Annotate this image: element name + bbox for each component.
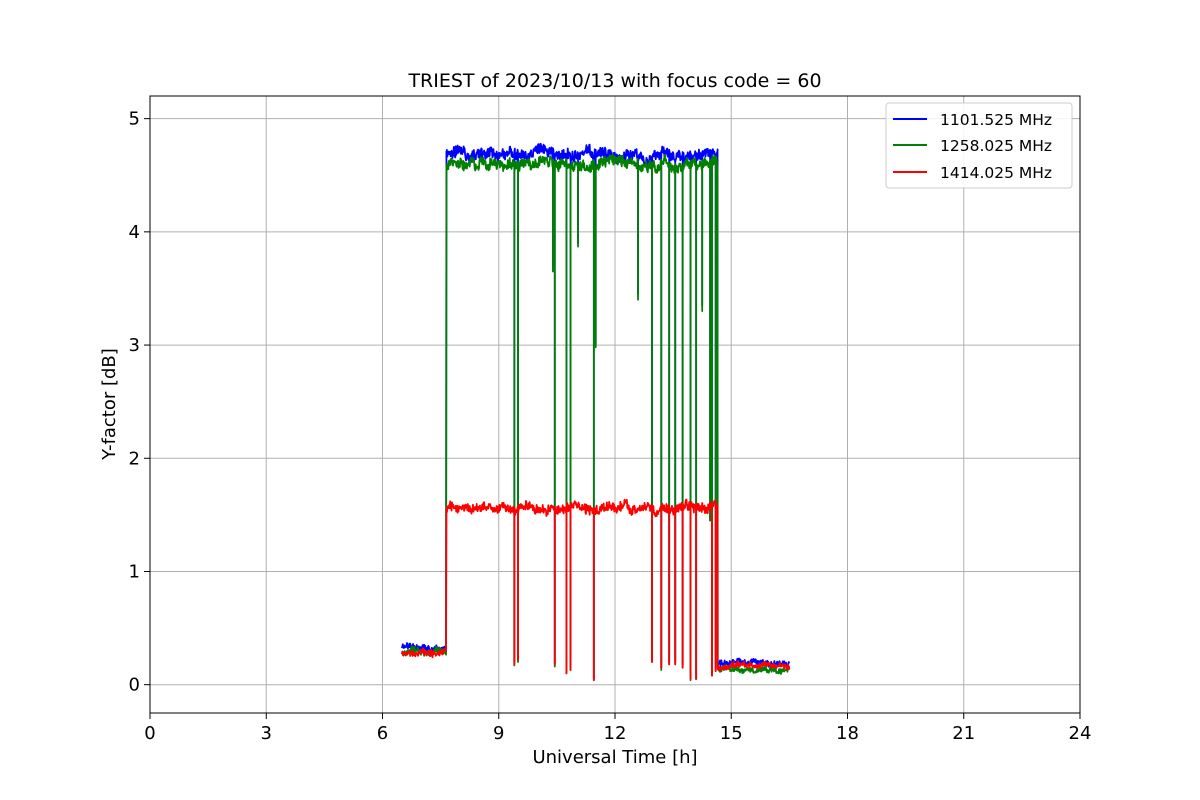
- y-tick-label: 0: [129, 675, 140, 696]
- x-tick-label: 3: [261, 723, 272, 744]
- x-tick-label: 9: [493, 723, 504, 744]
- x-tick-label: 18: [836, 723, 859, 744]
- x-tick-label: 24: [1069, 723, 1092, 744]
- y-tick-label: 1: [129, 561, 140, 582]
- legend-label-1101: 1101.525 MHz: [940, 111, 1052, 129]
- y-tick-label: 4: [129, 222, 140, 243]
- x-tick-label: 12: [604, 723, 627, 744]
- y-tick-label: 3: [129, 335, 140, 356]
- x-tick-label: 21: [952, 723, 975, 744]
- x-tick-label: 6: [377, 723, 388, 744]
- x-tick-label: 0: [144, 723, 155, 744]
- plot-series: [400, 142, 791, 682]
- series-line-1101-525: [401, 142, 791, 680]
- legend-label-1414: 1414.025 MHz: [940, 164, 1052, 182]
- legend: 1101.525 MHz 1258.025 MHz 1414.025 MHz: [885, 102, 1073, 189]
- y-tick-label: 5: [129, 109, 140, 130]
- series-line-1258-025: [401, 153, 791, 682]
- y-tick-label: 2: [129, 448, 140, 469]
- series-line-1414-025: [400, 498, 791, 682]
- x-tick-label: 15: [720, 723, 743, 744]
- chart-title: TRIEST of 2023/10/13 with focus code = 6…: [407, 70, 821, 92]
- legend-label-1258: 1258.025 MHz: [940, 137, 1052, 155]
- legend-box: [885, 102, 1073, 189]
- x-axis-label: Universal Time [h]: [532, 747, 697, 768]
- y-axis-label: Y-factor [dB]: [99, 348, 120, 461]
